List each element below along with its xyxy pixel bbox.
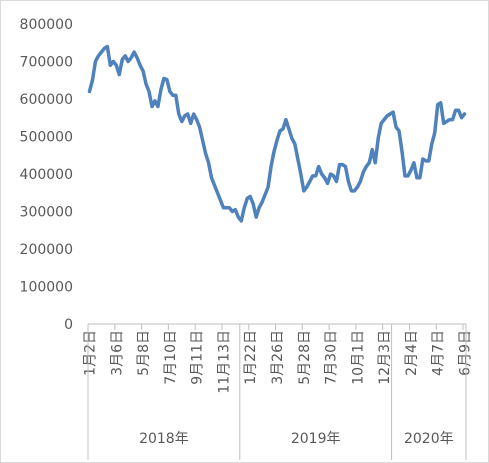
y-tick-label: 200000 (20, 242, 73, 258)
x-tick-label: 9月11日 (190, 330, 206, 385)
data-line (87, 44, 467, 223)
y-tick-label: 800000 (20, 17, 73, 33)
y-tick-label: 100000 (20, 280, 73, 296)
x-tick-label: 5月28日 (297, 330, 313, 385)
group-label: 2020年 (404, 431, 454, 447)
group-label: 2019年 (291, 431, 341, 447)
x-tick-label: 3月26日 (270, 330, 286, 385)
x-tick-label: 1月22日 (243, 330, 259, 385)
x-tick-label: 12月3日 (377, 330, 393, 385)
y-tick-label: 500000 (20, 130, 73, 146)
x-tick-label: 10月1日 (350, 330, 366, 385)
x-tick-label: 11月13日 (216, 330, 232, 394)
x-tick-label: 5月8日 (136, 330, 152, 376)
x-tick-label: 4月7日 (431, 330, 447, 376)
y-tick-label: 300000 (20, 205, 73, 221)
y-tick-label: 400000 (20, 167, 73, 183)
x-tick-label: 2月4日 (404, 330, 420, 376)
y-tick-label: 600000 (20, 92, 73, 108)
x-tick-label: 7月30日 (324, 330, 340, 385)
x-tick-label: 7月10日 (163, 330, 179, 385)
group-label: 2018年 (139, 431, 189, 447)
y-tick-label: 0 (64, 317, 73, 333)
x-tick-label: 1月2日 (82, 330, 98, 376)
x-tick-label: 3月6日 (109, 330, 125, 376)
y-tick-label: 700000 (20, 55, 73, 71)
